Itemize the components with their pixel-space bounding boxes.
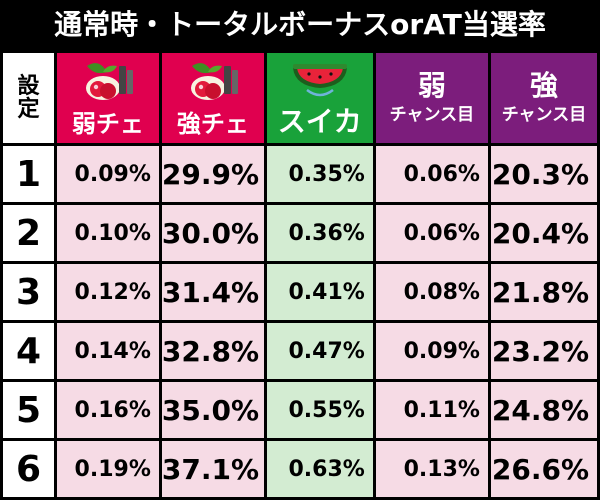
setting-cell: 1 xyxy=(3,146,54,202)
strong-cherry-cell: 31.4% xyxy=(161,264,264,320)
strong-cherry-cell: 35.0% xyxy=(161,382,264,438)
suika-cell: 0.35% xyxy=(266,146,373,202)
table-row: 5 0.16% 35.0% 0.55% 0.11% 24.8% xyxy=(3,382,597,438)
setting-cell: 2 xyxy=(3,205,54,261)
header-suika-label: スイカ xyxy=(277,105,362,138)
header-row: 設 定 xyxy=(3,53,597,143)
page-title: 通常時・トータルボーナスorAT当選率 xyxy=(54,8,546,41)
watermelon-icon xyxy=(292,64,347,97)
weak-chance-cell: 0.11% xyxy=(375,382,488,438)
strong-cherry-cell: 37.1% xyxy=(161,441,264,497)
header-setting: 設 定 xyxy=(3,53,54,143)
strong-chance-cell: 20.3% xyxy=(490,146,597,202)
header-strong-cherry: 強チェ xyxy=(161,53,264,143)
weak-cherry-cell: 0.14% xyxy=(56,323,159,379)
header-strong-cherry-label: 強チェ xyxy=(176,109,249,138)
suika-cell: 0.41% xyxy=(266,264,373,320)
strong-chance-cell: 21.8% xyxy=(490,264,597,320)
strong-chance-cell: 24.8% xyxy=(490,382,597,438)
suika-cell: 0.47% xyxy=(266,323,373,379)
weak-cherry-cell: 0.09% xyxy=(56,146,159,202)
strong-cherry-cell: 30.0% xyxy=(161,205,264,261)
strong-chance-cell: 20.4% xyxy=(490,205,597,261)
strong-chance-cell: 23.2% xyxy=(490,323,597,379)
strong-chance-cell: 26.6% xyxy=(490,441,597,497)
header-strong-chance-top: 強 xyxy=(529,69,558,102)
rate-table: 設 定 xyxy=(0,50,600,500)
cherry-icon xyxy=(190,62,238,100)
weak-chance-cell: 0.06% xyxy=(375,205,488,261)
table-row: 3 0.12% 31.4% 0.41% 0.08% 21.8% xyxy=(3,264,597,320)
table-row: 4 0.14% 32.8% 0.47% 0.09% 23.2% xyxy=(3,323,597,379)
cherry-icon xyxy=(85,62,133,100)
setting-cell: 6 xyxy=(3,441,54,497)
strong-cherry-cell: 29.9% xyxy=(161,146,264,202)
weak-cherry-cell: 0.19% xyxy=(56,441,159,497)
suika-cell: 0.36% xyxy=(266,205,373,261)
weak-chance-cell: 0.13% xyxy=(375,441,488,497)
strong-cherry-cell: 32.8% xyxy=(161,323,264,379)
header-weak-cherry-label: 弱チェ xyxy=(71,109,144,138)
header-weak-cherry: 弱チェ xyxy=(56,53,159,143)
weak-chance-cell: 0.08% xyxy=(375,264,488,320)
header-suika: スイカ xyxy=(266,53,373,143)
weak-cherry-cell: 0.16% xyxy=(56,382,159,438)
table-row: 2 0.10% 30.0% 0.36% 0.06% 20.4% xyxy=(3,205,597,261)
header-weak-chance-sub: チャンス目 xyxy=(389,105,475,125)
suika-cell: 0.63% xyxy=(266,441,373,497)
weak-cherry-cell: 0.10% xyxy=(56,205,159,261)
setting-cell: 5 xyxy=(3,382,54,438)
header-strong-chance-sub: チャンス目 xyxy=(501,105,587,125)
rate-table-panel: 通常時・トータルボーナスorAT当選率 設 定 xyxy=(3,8,597,497)
weak-chance-cell: 0.06% xyxy=(375,146,488,202)
setting-cell: 4 xyxy=(3,323,54,379)
header-weak-chance: 弱 チャンス目 xyxy=(375,53,488,143)
table-row: 1 0.09% 29.9% 0.35% 0.06% 20.3% xyxy=(3,146,597,202)
header-strong-chance: 強 チャンス目 xyxy=(490,53,597,143)
header-setting-char-2: 定 xyxy=(17,97,40,122)
table-row: 6 0.19% 37.1% 0.63% 0.13% 26.6% xyxy=(3,441,597,497)
weak-chance-cell: 0.09% xyxy=(375,323,488,379)
header-weak-chance-top: 弱 xyxy=(417,69,446,102)
setting-cell: 3 xyxy=(3,264,54,320)
weak-cherry-cell: 0.12% xyxy=(56,264,159,320)
suika-cell: 0.55% xyxy=(266,382,373,438)
header-setting-char-1: 設 xyxy=(17,73,40,99)
